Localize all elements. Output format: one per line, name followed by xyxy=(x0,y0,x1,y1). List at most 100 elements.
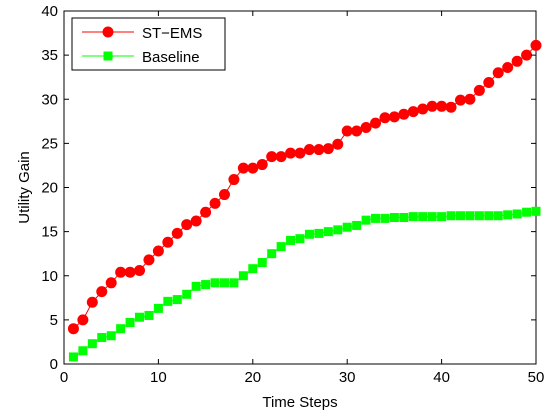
y-tick-label: 10 xyxy=(41,268,58,285)
y-tick-label: 15 xyxy=(41,224,58,241)
data-point-baseline xyxy=(210,278,220,288)
data-point-baseline xyxy=(286,235,296,245)
data-point-baseline xyxy=(333,225,343,235)
data-point-st-ems xyxy=(511,55,523,67)
y-tick-label: 5 xyxy=(50,312,58,329)
data-point-baseline xyxy=(97,333,107,343)
data-point-baseline xyxy=(474,211,484,221)
data-point-st-ems xyxy=(285,147,297,159)
data-point-st-ems xyxy=(152,245,164,257)
data-point-baseline xyxy=(106,331,116,341)
data-point-st-ems xyxy=(124,266,136,278)
data-point-st-ems xyxy=(162,236,174,248)
data-point-baseline xyxy=(276,242,286,252)
data-point-baseline xyxy=(446,211,456,221)
data-point-baseline xyxy=(153,303,163,313)
data-point-st-ems xyxy=(351,125,363,137)
data-point-st-ems xyxy=(143,254,155,266)
legend-marker-st-ems xyxy=(102,26,114,38)
y-tick-label: 30 xyxy=(41,91,58,108)
data-point-baseline xyxy=(257,258,267,268)
data-point-st-ems xyxy=(473,84,485,96)
data-point-baseline xyxy=(201,280,211,290)
data-point-st-ems xyxy=(67,323,79,335)
data-point-baseline xyxy=(323,227,333,237)
x-tick-label: 50 xyxy=(528,369,544,386)
data-point-baseline xyxy=(522,207,532,217)
data-point-st-ems xyxy=(96,286,108,298)
data-point-st-ems xyxy=(200,206,212,218)
data-point-st-ems xyxy=(209,197,221,209)
data-point-st-ems xyxy=(190,215,202,227)
data-point-st-ems xyxy=(237,162,249,174)
y-tick-label: 35 xyxy=(41,47,58,64)
series-layer xyxy=(67,39,542,362)
data-point-baseline xyxy=(135,312,145,322)
data-point-baseline xyxy=(455,211,465,221)
x-axis-label: Time Steps xyxy=(262,394,337,411)
data-point-st-ems xyxy=(398,108,410,120)
data-point-baseline xyxy=(493,211,503,221)
data-point-st-ems xyxy=(360,121,372,133)
y-tick-label: 0 xyxy=(50,356,58,373)
data-point-baseline xyxy=(512,209,522,219)
data-point-baseline xyxy=(342,222,352,232)
data-point-baseline xyxy=(182,289,192,299)
data-point-st-ems xyxy=(181,219,193,231)
data-point-baseline xyxy=(125,318,135,328)
data-point-baseline xyxy=(389,213,399,223)
data-point-baseline xyxy=(144,310,154,320)
data-point-baseline xyxy=(219,278,229,288)
data-point-st-ems xyxy=(77,314,89,326)
data-point-baseline xyxy=(465,211,475,221)
y-tick-label: 40 xyxy=(41,3,58,20)
x-tick-label: 40 xyxy=(433,369,450,386)
data-point-st-ems xyxy=(388,111,400,123)
data-point-st-ems xyxy=(417,103,429,115)
data-point-st-ems xyxy=(436,100,448,112)
data-point-st-ems xyxy=(115,266,127,278)
data-point-st-ems xyxy=(370,117,382,129)
data-point-baseline xyxy=(399,213,409,223)
data-point-baseline xyxy=(437,212,447,222)
data-point-st-ems xyxy=(464,93,476,105)
legend: ST−EMS Baseline xyxy=(71,17,226,71)
data-point-baseline xyxy=(503,210,513,220)
y-tick-label: 20 xyxy=(41,180,58,197)
x-tick-label: 10 xyxy=(150,369,167,386)
legend-label-baseline: Baseline xyxy=(142,49,200,66)
y-tick-label: 25 xyxy=(41,135,58,152)
data-point-baseline xyxy=(531,206,541,216)
y-axis-label: Utility Gain xyxy=(16,151,33,224)
x-tick-label: 20 xyxy=(244,369,261,386)
data-point-baseline xyxy=(371,213,381,223)
data-point-st-ems xyxy=(218,189,230,201)
data-point-st-ems xyxy=(332,138,344,150)
data-point-baseline xyxy=(87,339,97,349)
data-point-st-ems xyxy=(266,151,278,163)
data-point-st-ems xyxy=(502,61,514,73)
data-point-st-ems xyxy=(379,112,391,124)
data-point-st-ems xyxy=(134,264,146,276)
data-point-baseline xyxy=(314,228,324,238)
data-point-st-ems xyxy=(521,49,533,61)
data-point-baseline xyxy=(484,211,494,221)
data-point-st-ems xyxy=(294,147,306,159)
data-point-baseline xyxy=(304,229,314,239)
data-point-baseline xyxy=(408,212,418,222)
data-point-st-ems xyxy=(256,159,268,171)
legend-label-st-ems: ST−EMS xyxy=(142,25,202,42)
legend-box xyxy=(71,17,226,71)
data-point-st-ems xyxy=(492,67,504,79)
data-point-baseline xyxy=(68,352,78,362)
data-point-st-ems xyxy=(407,106,419,118)
data-point-baseline xyxy=(248,264,258,274)
data-point-st-ems xyxy=(530,39,542,51)
data-point-baseline xyxy=(295,234,305,244)
data-point-baseline xyxy=(229,278,239,288)
data-point-baseline xyxy=(418,212,428,222)
data-point-baseline xyxy=(238,271,248,281)
data-point-st-ems xyxy=(313,144,325,156)
data-point-st-ems xyxy=(322,143,334,155)
data-point-baseline xyxy=(352,220,362,230)
